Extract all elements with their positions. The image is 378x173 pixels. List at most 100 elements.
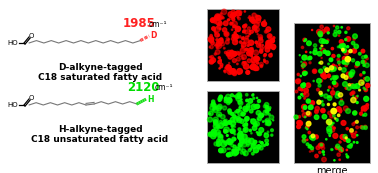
Circle shape: [315, 106, 319, 111]
Circle shape: [244, 30, 248, 34]
Circle shape: [347, 145, 349, 148]
Circle shape: [253, 64, 256, 66]
Circle shape: [220, 135, 223, 138]
Circle shape: [261, 145, 262, 146]
Circle shape: [251, 47, 253, 50]
Circle shape: [339, 109, 342, 112]
Circle shape: [242, 134, 247, 139]
Circle shape: [238, 143, 242, 147]
Circle shape: [355, 111, 357, 113]
Circle shape: [306, 121, 311, 126]
Circle shape: [217, 34, 219, 36]
Circle shape: [243, 25, 246, 28]
Circle shape: [266, 40, 271, 46]
Circle shape: [216, 125, 220, 128]
Circle shape: [256, 57, 260, 61]
Circle shape: [224, 121, 228, 125]
Circle shape: [304, 92, 309, 97]
Circle shape: [231, 69, 232, 71]
Circle shape: [243, 30, 246, 33]
Circle shape: [322, 72, 325, 75]
Circle shape: [262, 21, 266, 26]
Circle shape: [302, 96, 304, 97]
Circle shape: [222, 28, 227, 32]
Circle shape: [229, 70, 232, 72]
Circle shape: [351, 133, 352, 134]
Circle shape: [220, 28, 221, 30]
Circle shape: [225, 99, 227, 101]
Circle shape: [232, 39, 238, 45]
Circle shape: [332, 88, 333, 89]
Circle shape: [309, 108, 310, 109]
Circle shape: [356, 135, 358, 136]
Circle shape: [265, 118, 270, 122]
Circle shape: [363, 64, 365, 66]
Circle shape: [228, 109, 231, 112]
Circle shape: [254, 56, 259, 61]
Circle shape: [306, 111, 310, 115]
Circle shape: [231, 129, 235, 134]
Circle shape: [333, 127, 335, 129]
Circle shape: [320, 61, 323, 64]
Circle shape: [265, 133, 266, 134]
Circle shape: [264, 133, 269, 138]
Circle shape: [249, 51, 250, 52]
Circle shape: [234, 126, 235, 128]
Circle shape: [265, 48, 270, 52]
Circle shape: [341, 44, 345, 47]
Circle shape: [261, 65, 262, 66]
Circle shape: [352, 49, 356, 53]
Circle shape: [210, 34, 212, 37]
Circle shape: [235, 26, 240, 31]
Circle shape: [345, 137, 347, 139]
Circle shape: [237, 17, 239, 18]
Circle shape: [338, 30, 341, 34]
Circle shape: [361, 106, 366, 111]
Circle shape: [263, 105, 267, 108]
Circle shape: [298, 87, 301, 90]
Circle shape: [354, 122, 355, 123]
Circle shape: [237, 92, 242, 97]
Circle shape: [306, 125, 309, 129]
Circle shape: [243, 153, 245, 155]
Circle shape: [332, 75, 336, 79]
Circle shape: [301, 94, 302, 95]
Circle shape: [304, 93, 305, 94]
Circle shape: [341, 99, 342, 101]
Text: cm⁻¹: cm⁻¹: [148, 20, 167, 29]
Circle shape: [329, 135, 330, 136]
Circle shape: [306, 143, 309, 145]
Circle shape: [213, 104, 216, 107]
Circle shape: [340, 135, 345, 139]
Circle shape: [212, 102, 215, 106]
Circle shape: [225, 33, 228, 35]
Circle shape: [219, 97, 221, 99]
Circle shape: [320, 79, 322, 82]
Circle shape: [240, 133, 243, 136]
Circle shape: [238, 17, 240, 20]
Circle shape: [318, 143, 323, 148]
Circle shape: [339, 64, 340, 65]
Circle shape: [251, 144, 256, 149]
Circle shape: [267, 131, 269, 133]
Circle shape: [232, 34, 236, 38]
Circle shape: [214, 142, 218, 146]
Circle shape: [351, 97, 356, 103]
Circle shape: [266, 30, 269, 33]
Circle shape: [356, 64, 359, 67]
Circle shape: [302, 104, 307, 109]
Circle shape: [214, 127, 218, 131]
Circle shape: [221, 148, 226, 153]
Circle shape: [327, 74, 330, 77]
Circle shape: [255, 105, 259, 109]
Circle shape: [239, 131, 242, 135]
Circle shape: [248, 149, 251, 152]
Circle shape: [269, 35, 271, 37]
Circle shape: [317, 100, 321, 104]
Circle shape: [345, 31, 347, 33]
Circle shape: [302, 113, 307, 117]
Circle shape: [302, 55, 307, 60]
Circle shape: [227, 139, 232, 145]
Circle shape: [353, 111, 357, 115]
Circle shape: [350, 70, 355, 74]
